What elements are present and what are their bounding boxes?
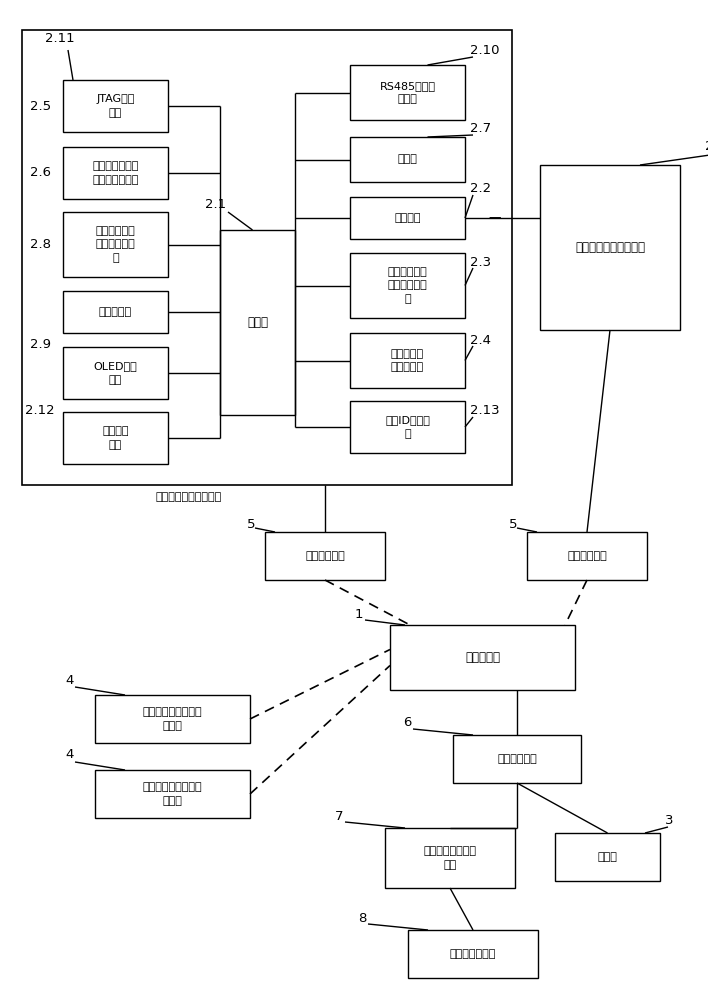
Bar xyxy=(350,333,465,388)
Bar xyxy=(63,147,168,199)
Text: 8: 8 xyxy=(358,912,366,924)
Text: 无线物联网卡: 无线物联网卡 xyxy=(567,551,607,561)
Text: 通信模块: 通信模块 xyxy=(394,213,421,223)
Text: 7: 7 xyxy=(335,810,343,822)
Bar xyxy=(453,735,581,783)
Bar xyxy=(95,770,250,818)
Text: 2.13: 2.13 xyxy=(470,404,500,418)
Text: 4: 4 xyxy=(65,674,74,686)
Text: 3: 3 xyxy=(665,814,673,828)
Text: 网络云平台: 网络云平台 xyxy=(465,651,500,664)
Text: 设备ID识别模
块: 设备ID识别模 块 xyxy=(385,415,430,439)
Text: —: — xyxy=(489,212,501,225)
Text: 2.9: 2.9 xyxy=(30,338,51,352)
Text: 客车登记信息移动录
入终端: 客车登记信息移动录 入终端 xyxy=(143,782,202,806)
Text: 驾驶员手持终端: 驾驶员手持终端 xyxy=(450,949,496,959)
Bar xyxy=(408,930,538,978)
Bar xyxy=(540,165,680,330)
Bar xyxy=(350,197,465,239)
Text: 2.11: 2.11 xyxy=(45,31,74,44)
Text: 浏览器: 浏览器 xyxy=(598,852,617,862)
Bar xyxy=(350,253,465,318)
Text: 故障报警灯: 故障报警灯 xyxy=(99,307,132,317)
Bar xyxy=(22,30,512,485)
Text: 故障预警服务提示
模块: 故障预警服务提示 模块 xyxy=(423,846,476,870)
Text: 2.5: 2.5 xyxy=(30,100,51,112)
Text: 通用异步收发
传输器接口模
块: 通用异步收发 传输器接口模 块 xyxy=(96,226,135,263)
Text: 客车登记信息移动录
入终端: 客车登记信息移动录 入终端 xyxy=(143,707,202,731)
Text: 4: 4 xyxy=(65,748,74,762)
Bar xyxy=(95,695,250,743)
Bar xyxy=(63,291,168,333)
Bar xyxy=(385,828,515,888)
Text: 5: 5 xyxy=(247,518,256,530)
Text: 5: 5 xyxy=(509,518,518,530)
Text: 1: 1 xyxy=(355,608,363,621)
Text: 客车健康信息采集终端: 客车健康信息采集终端 xyxy=(575,241,645,254)
Text: 客车空调截止阀
开关量监测模块: 客车空调截止阀 开关量监测模块 xyxy=(92,161,139,185)
Text: 2.3: 2.3 xyxy=(470,256,491,269)
Bar xyxy=(63,80,168,132)
Text: 车内车外温
度采样模块: 车内车外温 度采样模块 xyxy=(391,349,424,372)
Text: 实时时钟
模块: 实时时钟 模块 xyxy=(102,426,129,450)
Bar xyxy=(265,532,385,580)
Text: 2.6: 2.6 xyxy=(30,166,51,180)
Text: 2: 2 xyxy=(705,140,708,153)
Text: 数据库服务器: 数据库服务器 xyxy=(497,754,537,764)
Text: 无线物联网卡: 无线物联网卡 xyxy=(305,551,345,561)
Bar xyxy=(527,532,647,580)
Bar xyxy=(63,212,168,277)
Text: 2.8: 2.8 xyxy=(30,238,51,251)
Text: 2.2: 2.2 xyxy=(470,182,491,196)
Text: 存储器: 存储器 xyxy=(398,154,418,164)
Bar xyxy=(220,230,295,415)
Text: 2.7: 2.7 xyxy=(470,122,491,135)
Bar xyxy=(63,347,168,399)
Text: 2.4: 2.4 xyxy=(470,334,491,348)
Text: 6: 6 xyxy=(403,716,411,730)
Text: 2.10: 2.10 xyxy=(470,43,500,56)
Text: 处理器: 处理器 xyxy=(247,316,268,329)
Bar xyxy=(350,65,465,120)
Text: OLED显示
模块: OLED显示 模块 xyxy=(93,361,137,385)
Text: 2.12: 2.12 xyxy=(25,404,55,418)
Text: 客车空调变频
器电压采样模
块: 客车空调变频 器电压采样模 块 xyxy=(387,267,428,304)
Text: 客车健康信息采集终端: 客车健康信息采集终端 xyxy=(155,492,221,502)
Bar xyxy=(63,412,168,464)
Bar xyxy=(555,833,660,881)
Bar xyxy=(350,137,465,182)
Text: JTAG通信
接口: JTAG通信 接口 xyxy=(96,94,135,118)
Bar xyxy=(390,625,575,690)
Bar xyxy=(350,401,465,453)
Text: 2.1: 2.1 xyxy=(205,198,226,212)
Text: RS485通信总
线接口: RS485通信总 线接口 xyxy=(379,81,435,104)
